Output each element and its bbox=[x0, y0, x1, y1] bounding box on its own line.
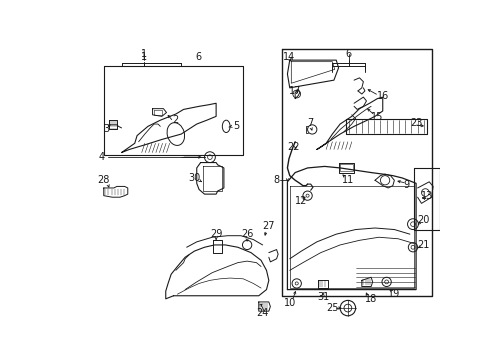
Text: 14: 14 bbox=[282, 52, 294, 62]
Text: 1: 1 bbox=[141, 49, 147, 59]
Text: 15: 15 bbox=[370, 112, 383, 122]
Text: 24: 24 bbox=[256, 308, 268, 318]
Text: 13: 13 bbox=[420, 191, 432, 201]
Text: 10: 10 bbox=[283, 298, 295, 309]
Text: 3: 3 bbox=[103, 125, 109, 134]
Text: 8: 8 bbox=[273, 175, 279, 185]
Text: 16: 16 bbox=[376, 91, 388, 100]
Text: 1: 1 bbox=[141, 52, 147, 62]
Text: 29: 29 bbox=[209, 229, 222, 239]
Text: 5: 5 bbox=[233, 121, 239, 131]
Text: 18: 18 bbox=[364, 294, 376, 304]
Text: 21: 21 bbox=[417, 240, 429, 250]
Text: 28: 28 bbox=[98, 175, 110, 185]
Text: 9: 9 bbox=[403, 180, 409, 190]
Text: 6: 6 bbox=[195, 52, 201, 62]
Text: 7: 7 bbox=[307, 118, 313, 128]
Text: 4: 4 bbox=[98, 152, 104, 162]
Text: 22: 22 bbox=[287, 142, 299, 152]
Text: 11: 11 bbox=[341, 175, 353, 185]
Text: 2: 2 bbox=[172, 115, 179, 125]
Text: 19: 19 bbox=[387, 289, 400, 299]
Text: 23: 23 bbox=[409, 118, 422, 128]
Text: 26: 26 bbox=[241, 229, 253, 239]
Text: 31: 31 bbox=[316, 292, 328, 302]
Text: 27: 27 bbox=[262, 221, 275, 231]
Text: 17: 17 bbox=[288, 86, 301, 96]
Text: 25: 25 bbox=[325, 303, 338, 313]
Text: 12: 12 bbox=[295, 196, 307, 206]
Text: 20: 20 bbox=[417, 215, 429, 225]
Text: 30: 30 bbox=[188, 173, 200, 183]
Text: 6: 6 bbox=[345, 49, 351, 59]
